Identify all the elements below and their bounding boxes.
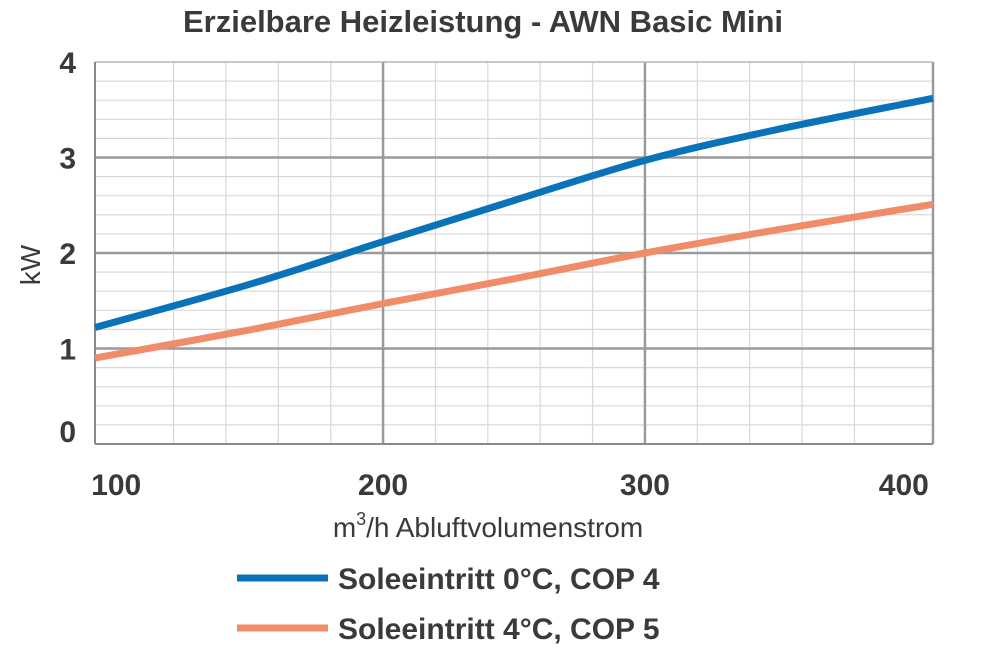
legend: Soleeintritt 0°C, COP 4 Soleeintritt 4°C,…	[237, 563, 660, 646]
y-tick-labels: 0 1 2 3 4	[59, 47, 76, 449]
y-tick-label: 4	[59, 47, 76, 80]
y-axis-label: kW	[15, 244, 46, 285]
x-tick-label: 300	[620, 469, 670, 502]
legend-label-1: Soleeintritt 0°C, COP 4	[338, 563, 660, 596]
x-tick-label: 200	[358, 469, 408, 502]
chart-title: Erzielbare Heizleistung - AWN Basic Mini	[183, 4, 783, 39]
series-line-1	[94, 94, 934, 331]
y-tick-label: 3	[59, 143, 76, 176]
y-tick-label: 1	[59, 334, 76, 367]
y-tick-label: 2	[59, 238, 76, 271]
x-axis-label: m3/h Abluftvolumenstrom	[333, 509, 643, 543]
x-tick-label: 400	[879, 469, 929, 502]
minor-grid	[95, 62, 933, 444]
series-layer	[94, 94, 934, 362]
legend-label-2: Soleeintritt 4°C, COP 5	[338, 613, 660, 646]
x-tick-labels: 100 200 300 400	[91, 469, 929, 502]
series-line-2	[94, 200, 934, 362]
x-tick-label: 100	[91, 469, 141, 502]
x-axis-label-text: /h Abluftvolumenstrom	[366, 512, 643, 543]
y-tick-label: 0	[59, 416, 76, 449]
x-axis-label-unit: m	[333, 512, 356, 543]
x-axis-label-superscript: 3	[356, 509, 366, 529]
